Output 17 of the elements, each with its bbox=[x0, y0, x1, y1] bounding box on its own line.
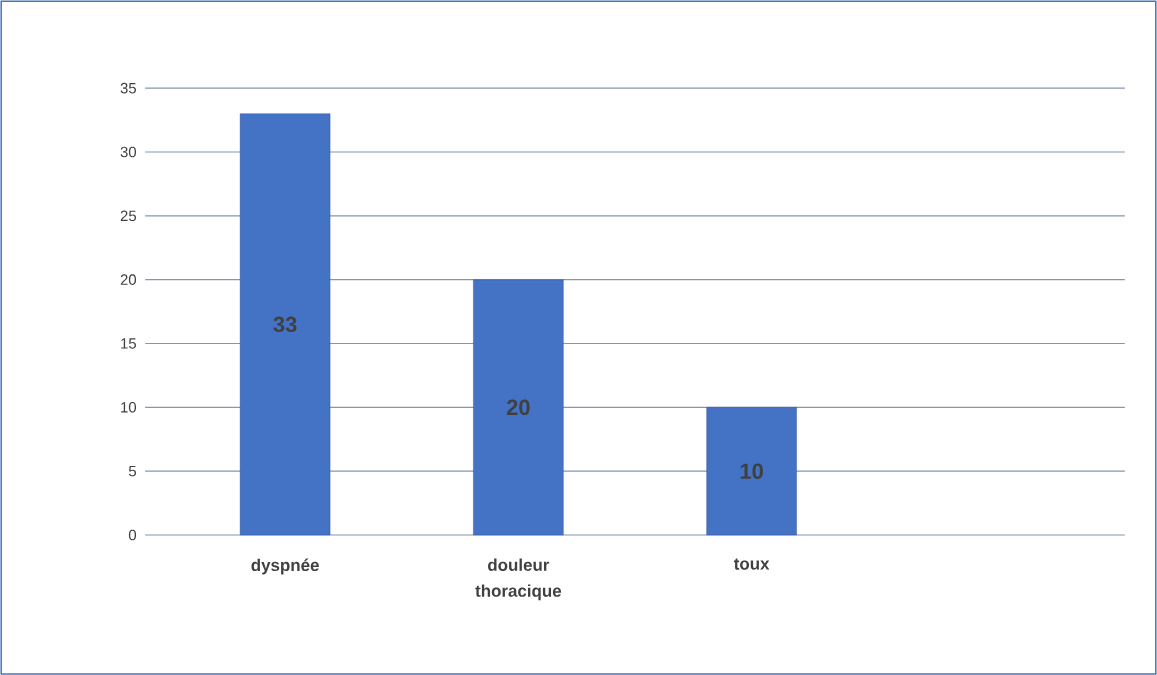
y-tick-label: 0 bbox=[128, 529, 137, 541]
bar bbox=[239, 113, 331, 536]
x-tick-label: douleur thoracique bbox=[475, 558, 562, 601]
bar bbox=[706, 407, 797, 536]
x-tick-label: dyspnée bbox=[251, 558, 319, 575]
y-tick-label: 10 bbox=[121, 401, 137, 413]
y-tick-label: 30 bbox=[120, 146, 137, 158]
y-tick-label: 5 bbox=[128, 465, 137, 477]
x-tick-label: toux bbox=[733, 558, 770, 570]
data-label: 10 bbox=[740, 463, 763, 479]
y-tick-label: 20 bbox=[120, 274, 137, 285]
bar bbox=[473, 279, 564, 536]
y-tick-label: 25 bbox=[120, 210, 137, 222]
y-tick-label: 15 bbox=[121, 338, 137, 349]
y-tick-label: 35 bbox=[120, 82, 137, 94]
data-label: 33 bbox=[273, 316, 297, 333]
data-label: 20 bbox=[506, 399, 530, 416]
